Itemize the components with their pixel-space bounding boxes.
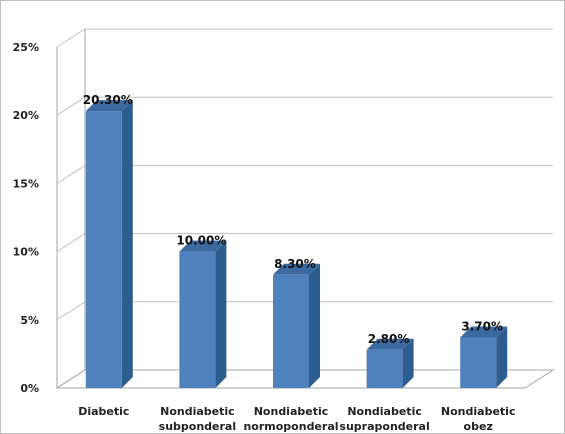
gridline-diagonal [56,28,86,48]
bar-top [85,100,133,112]
bar [460,326,508,388]
bar-top [460,326,508,338]
data-label: 20.30% [83,93,133,107]
y-tick-label: 15% [13,177,39,190]
data-label: 8.30% [274,257,316,271]
bar [179,240,227,388]
y-tick-label: 20% [13,109,39,122]
data-label: 2.80% [368,332,410,346]
bar-top [273,263,320,275]
bar-top [179,240,227,252]
bar [85,100,133,388]
gridline-diagonal [56,233,86,253]
bar-side [121,100,133,388]
y-tick-label: 10% [13,246,39,259]
data-labels: 20.30% 10.00% 8.30% 2.80% 3.70% [83,93,503,346]
data-label: 10.00% [176,234,226,248]
x-tick-labels: Diabetic Nondiabetic subponderalNondiabeti… [78,405,515,433]
gridline-diagonal [56,96,86,116]
x-tick-label: Nondiabetic supraponderal [339,405,429,433]
bar-front [179,251,216,388]
bar-side [309,263,320,388]
bar-side [496,326,508,388]
y-tick-labels: 0% 5% 10% 15% 20% 25% [13,41,39,395]
x-tick-label: Nondiabetic subponderal [159,405,236,433]
y-tick-label: 5% [20,314,39,327]
bar-side [215,240,227,388]
x-tick-label: Nondiabetic normoponderal [243,405,338,433]
bar [366,338,414,388]
gridline-diagonal [56,301,86,321]
bars [85,100,508,388]
x-tick-label: Diabetic [78,405,129,418]
bar-front [366,349,403,388]
bar-top [366,338,414,350]
x-tick-label: Nondiabetic obez [441,405,516,433]
data-label: 3.70% [461,320,503,334]
bar-front [273,274,309,388]
y-tick-label: 0% [20,382,39,395]
bar-side [402,338,414,388]
y-tick-label: 25% [13,41,39,54]
bar-front [460,337,497,388]
gridline-diagonal [56,164,86,184]
bar-front [85,111,122,388]
bar [273,263,320,388]
